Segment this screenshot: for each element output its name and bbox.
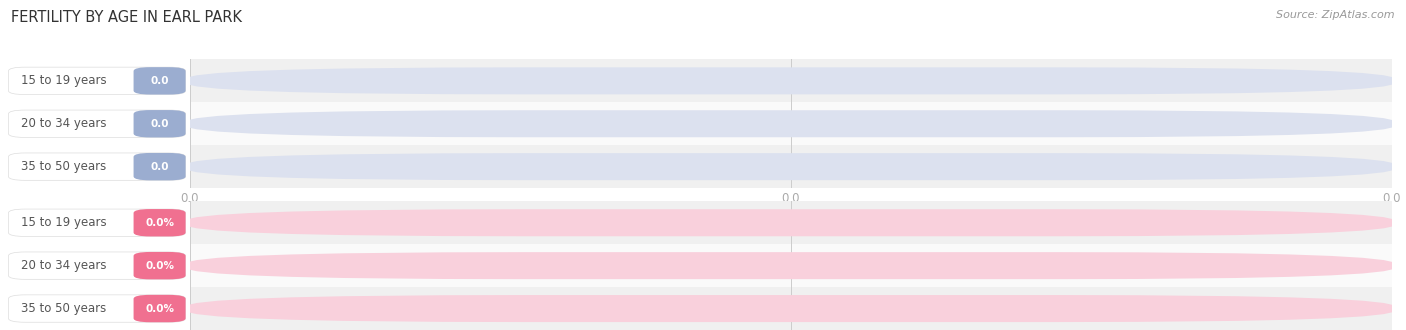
FancyBboxPatch shape (186, 110, 1396, 137)
Bar (190, 244, 1392, 287)
FancyBboxPatch shape (186, 67, 1396, 94)
Text: FERTILITY BY AGE IN EARL PARK: FERTILITY BY AGE IN EARL PARK (11, 10, 242, 25)
Bar (190, 287, 1392, 330)
Text: 0.0%: 0.0% (145, 261, 174, 271)
Text: 0.0: 0.0 (150, 162, 169, 172)
Bar (190, 59, 1392, 102)
FancyBboxPatch shape (186, 209, 1396, 236)
Text: 15 to 19 years: 15 to 19 years (21, 74, 107, 87)
Text: 0.0: 0.0 (150, 119, 169, 129)
Bar (190, 102, 1392, 145)
FancyBboxPatch shape (186, 295, 1396, 322)
FancyBboxPatch shape (186, 153, 1396, 180)
Text: 20 to 34 years: 20 to 34 years (21, 117, 107, 130)
Text: 0.0%: 0.0% (145, 218, 174, 228)
Text: 15 to 19 years: 15 to 19 years (21, 216, 107, 229)
Text: 0.0%: 0.0% (145, 304, 174, 314)
Text: 0.0: 0.0 (150, 76, 169, 86)
Bar (190, 145, 1392, 188)
Text: 35 to 50 years: 35 to 50 years (21, 302, 107, 315)
FancyBboxPatch shape (186, 252, 1396, 279)
Text: Source: ZipAtlas.com: Source: ZipAtlas.com (1277, 10, 1395, 20)
Bar (190, 201, 1392, 244)
Text: 20 to 34 years: 20 to 34 years (21, 259, 107, 272)
Text: 35 to 50 years: 35 to 50 years (21, 160, 107, 173)
